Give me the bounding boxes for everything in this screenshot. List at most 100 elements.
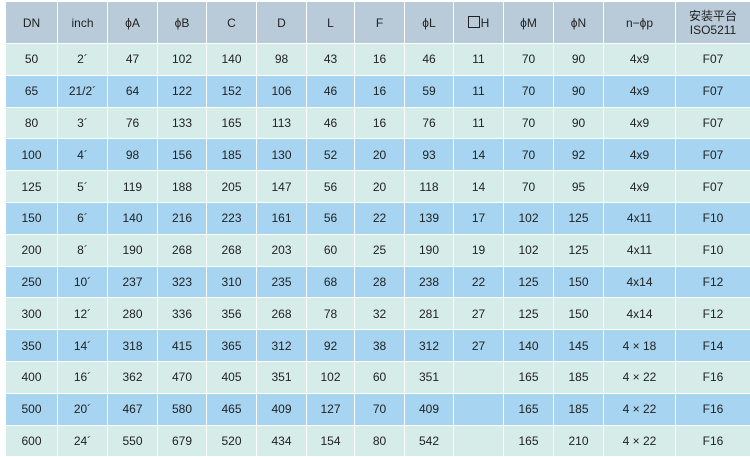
table-cell: 140 [504,330,554,362]
table-cell: 12´ [58,298,108,330]
table-cell: 351 [405,361,454,393]
column-header: C [207,2,257,44]
table-cell: 4 × 18 [604,330,676,362]
table-cell: 56 [307,202,355,234]
table-cell: 16 [355,75,405,107]
table-cell: F10 [676,234,750,266]
table-cell: 14´ [58,330,108,362]
table-cell: F07 [676,139,750,171]
table-cell: 318 [108,330,158,362]
table-cell: 47 [108,44,158,76]
table-cell: 68 [307,266,355,298]
table-cell: 150 [554,266,604,298]
table-cell: 165 [504,425,554,457]
table-cell: 4x11 [604,234,676,266]
table-cell: 106 [257,75,307,107]
table-cell: 200 [6,234,58,266]
table-cell: 405 [207,361,257,393]
table-cell: 281 [405,298,454,330]
table-cell: 70 [504,75,554,107]
table-cell: 351 [257,361,307,393]
table-cell: 6´ [58,202,108,234]
header-label: F [376,16,383,30]
table-cell: 22 [355,202,405,234]
table-cell: 60 [307,234,355,266]
column-header: D [257,2,307,44]
header-label: 安装平台 [689,9,737,23]
table-cell: 147 [257,171,307,203]
table-cell: 20 [355,139,405,171]
table-cell: 8´ [58,234,108,266]
table-cell: 312 [405,330,454,362]
table-cell: 25 [355,234,405,266]
square-icon [468,16,480,28]
header-label: L [327,16,334,30]
table-cell: 4x9 [604,171,676,203]
table-cell: 203 [257,234,307,266]
table-cell [454,425,504,457]
table-cell: 27 [454,298,504,330]
table-cell: 400 [6,361,58,393]
table-cell: 38 [355,330,405,362]
table-cell: 92 [554,139,604,171]
table-cell: 16´ [58,361,108,393]
table-cell: 119 [108,171,158,203]
table-cell: 4x11 [604,202,676,234]
table-cell: 102 [504,202,554,234]
column-header: ϕM [504,2,554,44]
table-cell: 679 [158,425,207,457]
table-cell: 125 [6,171,58,203]
table-cell: 113 [257,107,307,139]
table-cell: 312 [257,330,307,362]
table-cell: 467 [108,393,158,425]
table-cell: 80 [6,107,58,139]
table-cell: 150 [554,298,604,330]
table-cell: 409 [257,393,307,425]
table-cell: 60 [355,361,405,393]
table-cell: 150 [6,202,58,234]
header-label: n−ϕp [626,16,653,30]
header-label: ϕM [520,16,537,30]
table-cell: 4x14 [604,266,676,298]
table-cell: 310 [207,266,257,298]
table-cell: 98 [257,44,307,76]
table-cell: 10´ [58,266,108,298]
table-cell: 52 [307,139,355,171]
column-header: inch [58,2,108,44]
table-cell: 11 [454,44,504,76]
table-cell: 356 [207,298,257,330]
header-label: ϕN [571,16,586,30]
table-cell: 14 [454,139,504,171]
table-cell: 59 [405,75,454,107]
table-cell: 165 [504,361,554,393]
table-cell: 130 [257,139,307,171]
column-header: DN [6,2,58,44]
column-header: ϕN [554,2,604,44]
table-cell: 600 [6,425,58,457]
table-cell: F16 [676,361,750,393]
table-cell: 76 [108,107,158,139]
table-cell: 580 [158,393,207,425]
table-cell: 70 [504,171,554,203]
table-cell: 102 [504,234,554,266]
table-cell: F12 [676,266,750,298]
table-cell: F12 [676,298,750,330]
table-cell: 205 [207,171,257,203]
table-cell: 95 [554,171,604,203]
table-cell: 216 [158,202,207,234]
table-cell: 185 [554,361,604,393]
column-header: n−ϕp [604,2,676,44]
table-cell: 4x14 [604,298,676,330]
header-label: ϕA [125,16,140,30]
table-cell: 2´ [58,44,108,76]
table-cell: 76 [405,107,454,139]
table-cell: 16 [355,44,405,76]
